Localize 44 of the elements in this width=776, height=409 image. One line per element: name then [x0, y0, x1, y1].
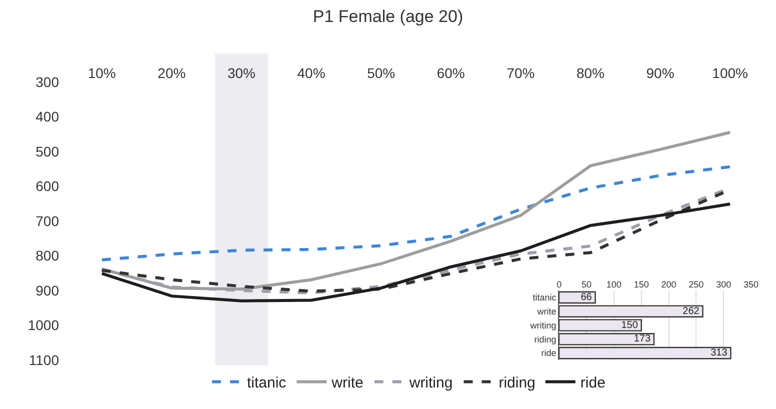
y-tick-label: writing [529, 320, 556, 330]
data-label: 66 [580, 292, 592, 303]
legend-label: titanic [247, 374, 287, 392]
y-tick-label: 700 [36, 212, 60, 229]
y-tick-label: 600 [36, 178, 60, 194]
x-tick-label: 200 [661, 280, 676, 290]
data-label: 262 [682, 306, 700, 317]
y-tick-label: 1100 [28, 352, 60, 368]
x-tick-label: 90% [646, 65, 674, 82]
x-tick-label: 100 [606, 280, 622, 290]
y-tick-label: 1000 [28, 317, 60, 334]
x-tick-label: 50% [367, 65, 396, 82]
x-tick-label: 60% [436, 65, 465, 82]
x-tick-label: 40% [297, 65, 326, 82]
y-tick-label: riding [534, 334, 556, 344]
x-tick-label: 350 [744, 280, 759, 290]
x-tick-label: 30% [227, 65, 256, 82]
chart-title: P1 Female (age 20) [312, 7, 464, 26]
x-tick-label: 80% [576, 65, 604, 82]
y-tick-label: ride [541, 348, 556, 358]
x-tick-label: 70% [506, 65, 535, 82]
y-tick-label: write [536, 306, 556, 316]
x-tick-label: 100% [712, 65, 748, 82]
y-tick-label: 800 [36, 248, 60, 264]
x-tick-label: 0 [556, 280, 562, 290]
data-label: 173 [634, 334, 651, 345]
x-tick-label: 300 [716, 280, 732, 290]
y-tick-label: titanic [532, 292, 557, 303]
y-tick-label: 400 [36, 108, 60, 125]
x-tick-label: 20% [158, 65, 186, 82]
line-series [100, 165, 732, 262]
y-tick-label: 500 [36, 143, 60, 160]
x-tick-label: 50 [581, 280, 592, 290]
x-tick-label: 10% [88, 65, 116, 82]
legend-label: writing [408, 374, 453, 392]
line-series [100, 202, 732, 302]
x-tick-label: 250 [688, 280, 704, 290]
legend-label: ride [580, 374, 606, 392]
data-label: 150 [621, 320, 638, 331]
legend-label: write [330, 374, 364, 392]
y-tick-label: 900 [36, 282, 60, 298]
data-label: 313 [710, 348, 728, 359]
x-tick-label: 150 [634, 280, 649, 290]
legend-label: riding [498, 374, 536, 392]
